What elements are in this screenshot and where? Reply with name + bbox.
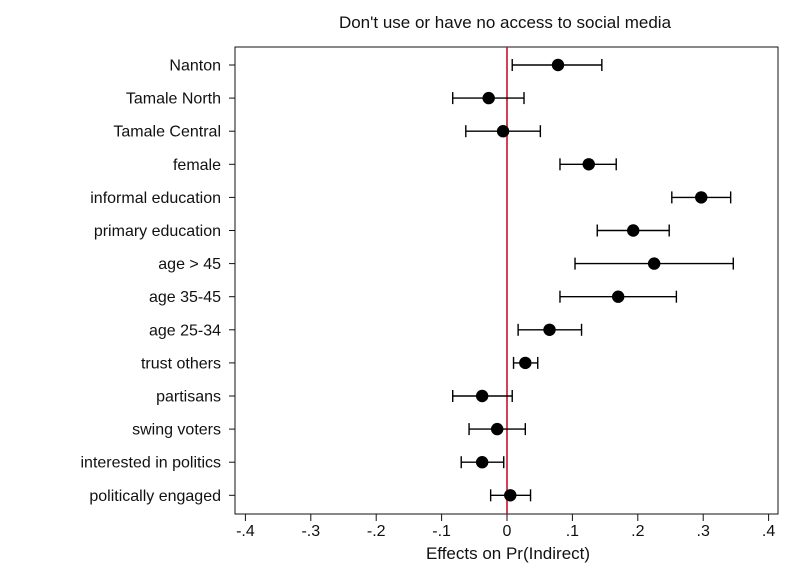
point-estimate [519,356,532,370]
y-tick-label: partisans [156,389,221,406]
y-tick-label: informal education [90,190,221,207]
x-tick-label: -.2 [367,523,386,540]
y-tick-label: politically engaged [89,488,221,505]
chart-title: Don't use or have no access to social me… [339,13,672,32]
x-tick-label: .1 [566,523,579,540]
point-estimate [543,323,556,336]
estimate-mark [512,356,539,370]
y-tick-label: Tamale North [126,91,221,108]
point-estimate [647,257,661,270]
estimate-mark [511,58,603,72]
x-tick-label: -.3 [301,523,320,540]
y-axis-labels: Nanton Tamale North Tamale Central female in… [80,58,235,505]
y-tick-label: age 25-34 [149,322,221,339]
estimate-mark [517,323,583,336]
x-tick-label: -.4 [236,523,255,540]
estimate-mark [489,489,532,502]
point-estimate [504,489,517,502]
estimate-mark [559,290,678,303]
y-tick-label: Nanton [169,58,221,75]
point-estimate [482,91,495,105]
estimate-mark [468,422,527,436]
point-estimate [496,125,510,138]
y-tick-label: Tamale Central [113,124,221,141]
point-estimate [551,58,565,72]
x-tick-label: .3 [697,523,710,540]
x-tick-label: 0 [503,523,512,540]
x-axis: -.4 -.3 -.2 -.1 0 .1 .2 .3 .4 [236,514,775,540]
point-estimate [475,456,489,469]
point-estimate [475,389,489,403]
y-tick-label: trust others [141,355,221,372]
x-tick-label: .2 [631,523,644,540]
y-tick-label: primary education [94,223,221,240]
estimate-mark [671,191,732,204]
x-tick-label: .4 [762,523,775,540]
estimate-mark [596,224,670,237]
y-tick-label: swing voters [132,422,221,439]
estimate-mark [465,125,542,138]
estimate-mark [574,257,734,270]
y-tick-label: age 35-45 [149,289,221,306]
point-estimate [611,290,625,303]
estimate-mark [460,456,505,469]
estimate-mark [452,91,525,105]
estimate-mark [559,158,617,171]
x-tick-label: -.1 [432,523,451,540]
y-tick-label: female [173,157,221,174]
point-estimate [490,422,504,436]
point-estimate [627,224,640,237]
x-axis-label: Effects on Pr(Indirect) [426,544,590,563]
point-estimate [695,191,708,204]
marks-layer [452,58,734,502]
y-tick-label: interested in politics [80,455,221,472]
estimate-mark [452,389,513,403]
point-estimate [582,158,595,171]
y-tick-label: age > 45 [158,256,221,273]
